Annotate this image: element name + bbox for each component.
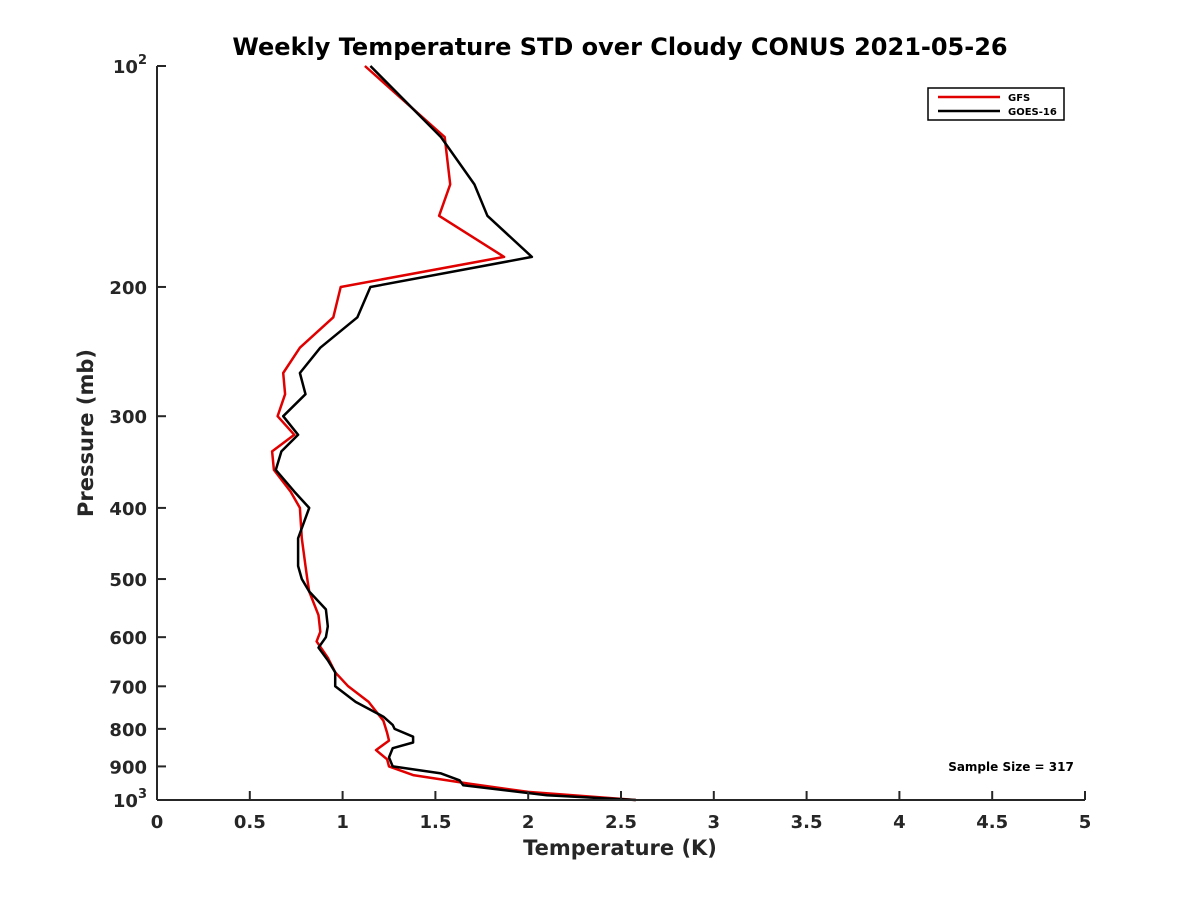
y-tick-label: 800	[109, 720, 147, 741]
x-tick-label: 0	[151, 812, 164, 833]
x-tick-label: 0.5	[234, 812, 266, 833]
sample-size-annotation: Sample Size = 317	[948, 760, 1074, 774]
chart-title: Weekly Temperature STD over Cloudy CONUS…	[232, 33, 1007, 61]
series-layer	[270, 65, 636, 802]
y-tick-label: 103	[113, 787, 147, 812]
series-line-gfs	[270, 65, 636, 802]
legend: GFS GOES-16	[927, 87, 1065, 121]
x-tick-label: 1	[336, 812, 349, 833]
y-axis-ticks: 102 200 300 400 500 600 700 800 900 103	[109, 53, 166, 812]
y-axis-label: Pressure (mb)	[74, 349, 98, 517]
x-tick-label: 5	[1079, 812, 1092, 833]
x-tick-label: 2	[522, 812, 535, 833]
x-tick-label: 1.5	[419, 812, 451, 833]
y-tick-label: 400	[109, 499, 147, 520]
x-tick-label: 3.5	[791, 812, 823, 833]
x-axis-ticks: 0 0.5 1 1.5 2 2.5 3 3.5 4 4.5 5	[151, 791, 1092, 833]
y-tick-label: 300	[109, 407, 147, 428]
y-tick-label: 900	[109, 757, 147, 778]
y-tick-label: 700	[109, 677, 147, 698]
y-tick-label: 500	[109, 570, 147, 591]
x-tick-label: 2.5	[605, 812, 637, 833]
x-tick-label: 4	[893, 812, 906, 833]
legend-label: GFS	[1008, 93, 1030, 104]
legend-label: GOES-16	[1008, 107, 1057, 118]
x-tick-label: 3	[708, 812, 721, 833]
x-tick-label: 4.5	[976, 812, 1008, 833]
series-line-goes-16	[274, 65, 636, 802]
legend-box	[927, 87, 1065, 121]
y-tick-label: 102	[113, 53, 147, 78]
x-axis-label: Temperature (K)	[523, 836, 717, 860]
y-tick-label: 200	[109, 278, 147, 299]
y-tick-label: 600	[109, 628, 147, 649]
